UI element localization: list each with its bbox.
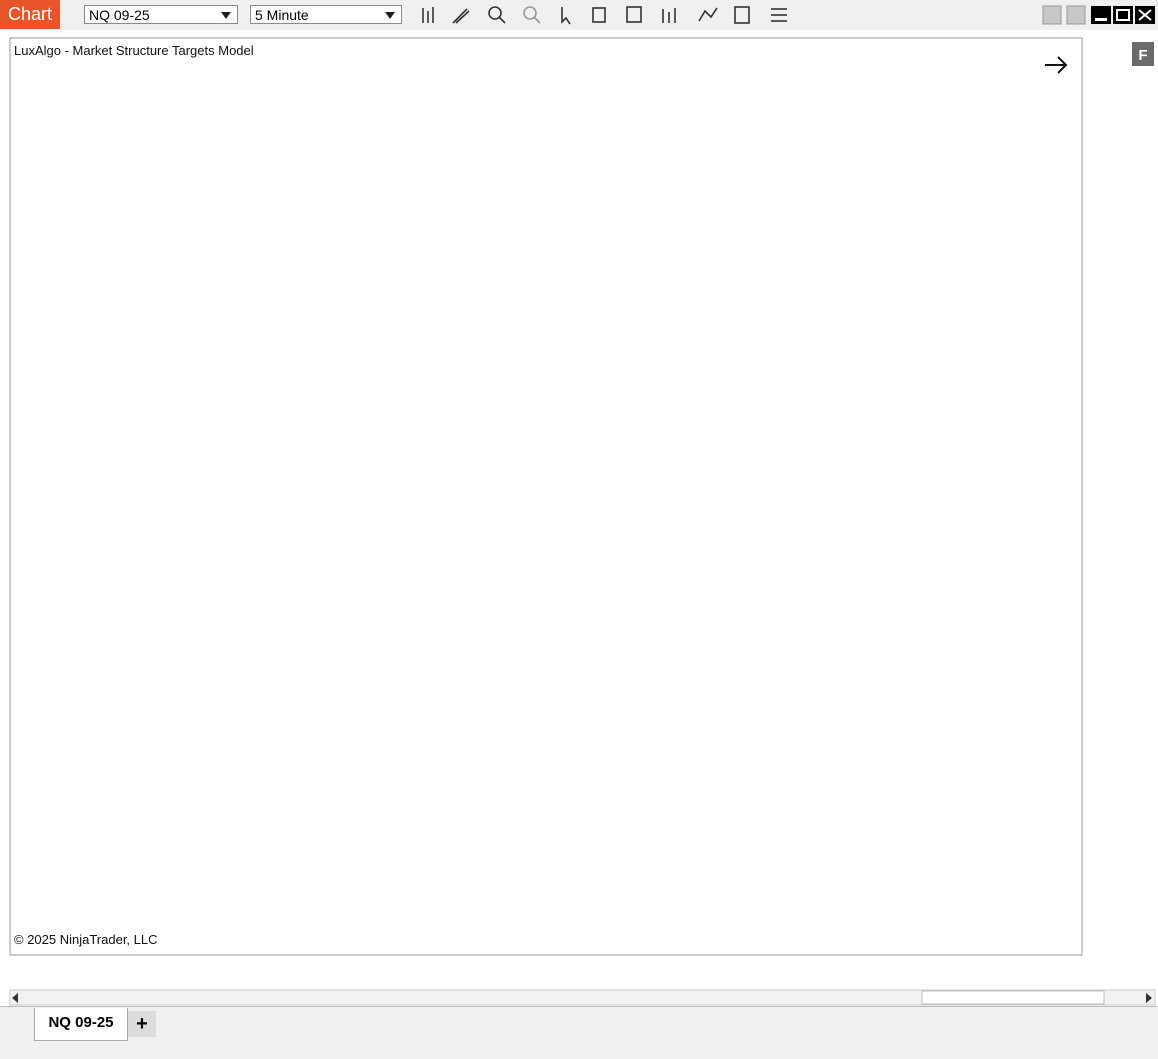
scrollbar[interactable] xyxy=(9,989,1156,1006)
window-controls xyxy=(1042,5,1155,25)
pointer-icon[interactable] xyxy=(561,7,571,25)
plot-area xyxy=(9,37,1083,956)
minimize[interactable] xyxy=(1091,6,1111,24)
f-button[interactable] xyxy=(1132,42,1154,66)
zoom-in-icon[interactable] xyxy=(488,6,506,24)
chart-button[interactable]: Chart xyxy=(0,0,60,29)
interval-select[interactable]: 5 Minute xyxy=(250,5,402,24)
toolbar: Chart NQ 09-25 5 Minute xyxy=(0,0,1158,31)
pencil-icon[interactable] xyxy=(452,8,470,24)
properties-icon[interactable] xyxy=(626,6,642,23)
scroll-arrow[interactable] xyxy=(1045,56,1068,74)
scroll-thumb[interactable] xyxy=(921,990,1105,1005)
add-tab[interactable]: + xyxy=(128,1011,156,1037)
list-icon[interactable] xyxy=(771,8,787,22)
restore-alt[interactable] xyxy=(1066,5,1086,25)
zoom-out-icon[interactable] xyxy=(523,6,541,24)
chart: LuxAlgo - Market Structure Targets Model… xyxy=(0,30,1158,1006)
tab-bar: NQ 09-25 + xyxy=(0,1006,1158,1059)
indicator-label: LuxAlgo - Market Structure Targets Model xyxy=(14,43,254,58)
template-icon[interactable] xyxy=(734,6,750,24)
bar-icon[interactable] xyxy=(422,7,434,23)
toolbar-icons xyxy=(422,6,787,25)
tab[interactable]: NQ 09-25 xyxy=(34,1008,128,1041)
copyright: © 2025 NinjaTrader, LLC xyxy=(14,932,158,947)
instrument-select[interactable]: NQ 09-25 xyxy=(84,5,238,24)
f-label: F xyxy=(1138,47,1147,64)
data-box-icon[interactable] xyxy=(592,7,606,23)
strategy-icon[interactable] xyxy=(662,8,676,23)
minimize-alt[interactable] xyxy=(1042,5,1062,25)
indicator-icon[interactable] xyxy=(698,7,718,22)
